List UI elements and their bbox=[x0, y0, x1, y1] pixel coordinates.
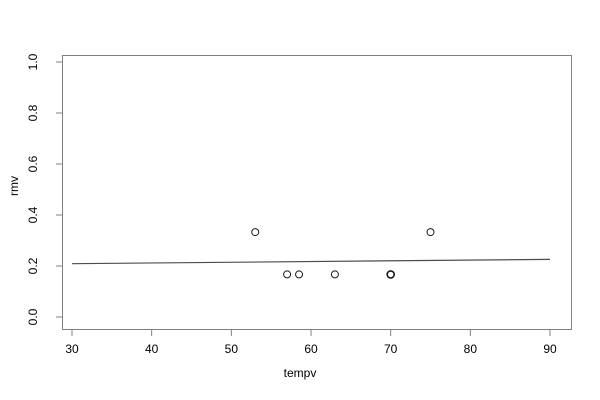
x-tick-label: 40 bbox=[144, 342, 159, 356]
x-axis-title: tempv bbox=[283, 366, 317, 380]
y-tick-label: 1.0 bbox=[26, 53, 40, 71]
x-tick-label: 90 bbox=[543, 342, 557, 356]
plot-frame bbox=[62, 55, 572, 330]
y-tick-label: 0.2 bbox=[26, 257, 40, 275]
y-tick-label: 0.8 bbox=[26, 104, 40, 122]
x-tick-label: 50 bbox=[224, 342, 238, 356]
x-tick-label: 70 bbox=[383, 342, 398, 356]
y-tick-label: 0.0 bbox=[26, 308, 40, 326]
y-tick-label: 0.4 bbox=[26, 206, 40, 224]
y-axis-title-text: rmv bbox=[7, 176, 21, 196]
x-tick-label: 80 bbox=[463, 342, 477, 356]
x-tick-label: 60 bbox=[304, 342, 318, 356]
x-tick-label: 30 bbox=[65, 342, 79, 356]
x-axis-ticks bbox=[71, 330, 551, 336]
y-axis-title: rmv bbox=[0, 176, 34, 196]
